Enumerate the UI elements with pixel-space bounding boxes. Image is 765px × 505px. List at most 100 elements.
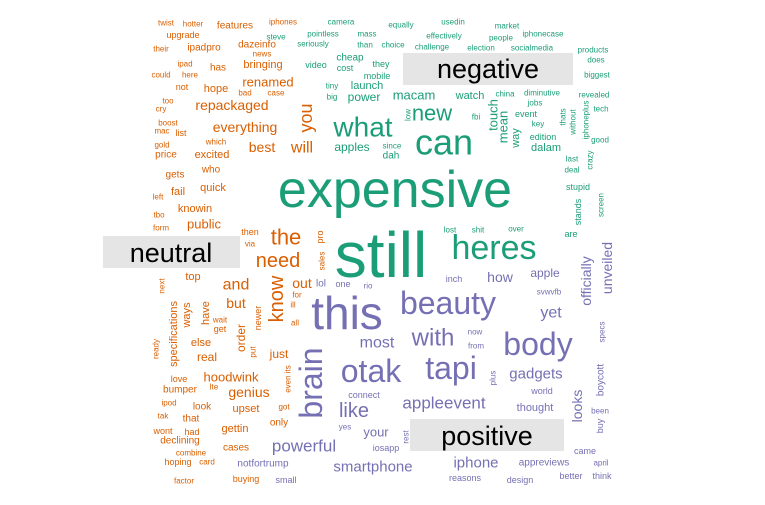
word-neutral-29: best xyxy=(249,139,276,155)
word-neutral-33: who xyxy=(201,165,221,176)
word-negative-36: china xyxy=(495,90,515,99)
word-negative-40: tech xyxy=(593,105,608,114)
word-negative-61: stands xyxy=(573,198,583,225)
word-positive-28: thought xyxy=(517,402,554,414)
word-negative-29: biggest xyxy=(584,71,611,80)
word-negative-9: market xyxy=(495,22,520,31)
word-negative-47: way xyxy=(510,128,522,149)
word-neutral-23: mac xyxy=(154,127,169,136)
word-negative-19: challenge xyxy=(415,43,450,52)
word-positive-35: powerful xyxy=(272,437,336,456)
word-negative-51: without xyxy=(569,109,578,136)
word-negative-31: launch xyxy=(351,80,383,92)
word-positive-30: been xyxy=(591,407,609,416)
word-neutral-21: repackaged xyxy=(195,97,268,113)
word-neutral-62: all xyxy=(291,319,299,328)
word-positive-2: body xyxy=(503,326,572,362)
word-positive-43: small xyxy=(275,475,296,485)
word-positive-20: from xyxy=(468,342,484,351)
word-negative-7: equally xyxy=(388,21,413,30)
word-neutral-10: has xyxy=(210,63,226,74)
word-negative-55: since xyxy=(383,142,402,151)
word-positive-13: lol xyxy=(316,279,326,290)
word-positive-39: smartphone xyxy=(333,459,412,476)
word-negative-63: lost xyxy=(444,226,457,235)
word-positive-23: plus xyxy=(489,371,498,386)
word-neutral-27: gold xyxy=(154,141,169,150)
group-label-neutral-text: neutral xyxy=(130,238,213,268)
word-neutral-65: ready xyxy=(152,339,161,359)
word-negative-4: what xyxy=(332,112,392,143)
word-positive-14: one xyxy=(335,279,350,289)
word-neutral-14: renamed xyxy=(242,75,293,90)
word-positive-12: inch xyxy=(446,274,463,284)
word-positive-4: otak xyxy=(341,353,402,389)
word-positive-0: this xyxy=(311,287,383,339)
word-positive-19: now xyxy=(468,328,483,337)
word-negative-50: thats xyxy=(559,108,568,125)
word-neutral-81: only xyxy=(270,418,288,429)
word-neutral-58: specifications xyxy=(168,300,180,367)
word-negative-30: tiny xyxy=(326,82,338,91)
word-positive-7: like xyxy=(339,400,369,422)
word-positive-32: your xyxy=(363,425,389,440)
word-negative-26: they xyxy=(372,59,390,69)
word-negative-52: iphoneplus xyxy=(582,101,591,140)
word-neutral-38: knowin xyxy=(178,203,212,215)
word-negative-25: cheap xyxy=(336,53,364,64)
word-negative-23: does xyxy=(587,56,604,65)
word-neutral-75: ipod xyxy=(161,399,176,408)
word-positive-15: rio xyxy=(364,282,373,291)
word-neutral-57: ill xyxy=(290,301,296,310)
word-neutral-28: which xyxy=(205,138,226,147)
word-neutral-72: bumper xyxy=(163,385,198,396)
word-negative-34: macam xyxy=(393,88,436,103)
word-neutral-82: wont xyxy=(152,426,173,436)
word-neutral-76: look xyxy=(193,402,212,413)
word-negative-27: cost xyxy=(337,63,354,73)
word-neutral-6: ipadpro xyxy=(187,43,221,54)
word-neutral-20: cry xyxy=(156,105,167,114)
word-negative-14: effectively xyxy=(426,32,461,41)
word-positive-8: most xyxy=(360,335,395,352)
word-neutral-22: boost xyxy=(158,119,178,128)
word-negative-41: low xyxy=(404,109,413,121)
word-neutral-18: case xyxy=(268,89,285,98)
word-positive-45: design xyxy=(507,475,534,485)
group-label-negative-text: negative xyxy=(437,54,539,84)
word-neutral-70: love xyxy=(171,374,188,384)
word-neutral-7: dazeinfo xyxy=(238,40,276,51)
word-positive-6: with xyxy=(411,325,455,352)
group-label-positive-bg xyxy=(410,419,564,451)
group-label-negative: negative xyxy=(403,53,573,85)
word-neutral-89: card xyxy=(199,458,215,467)
word-neutral-46: pro xyxy=(315,230,325,243)
word-neutral-3: iphones xyxy=(269,18,297,27)
word-neutral-78: got xyxy=(278,403,290,412)
word-positive-38: notfortrump xyxy=(237,459,289,470)
word-neutral-68: just xyxy=(269,347,289,361)
word-negative-17: than xyxy=(357,41,373,50)
word-negative-35: watch xyxy=(455,90,485,102)
word-neutral-12: could xyxy=(151,71,170,80)
word-neutral-19: too xyxy=(162,97,174,106)
word-neutral-26: you xyxy=(296,103,316,132)
word-positive-37: came xyxy=(574,446,596,456)
word-positive-34: buy xyxy=(595,418,605,433)
group-label-positive: positive xyxy=(410,419,564,451)
word-positive-17: officially xyxy=(578,256,594,306)
word-negative-22: products xyxy=(578,46,609,55)
group-label-neutral-bg xyxy=(103,236,240,268)
word-neutral-88: hoping xyxy=(164,457,191,467)
word-positive-44: reasons xyxy=(449,473,482,483)
word-neutral-85: declining xyxy=(160,436,199,447)
word-negative-39: jobs xyxy=(527,99,543,108)
word-neutral-25: everything xyxy=(213,119,278,135)
word-positive-16: svwvfb xyxy=(537,288,562,297)
word-negative-65: over xyxy=(508,225,524,234)
word-neutral-77: upset xyxy=(233,403,260,415)
word-negative-66: are xyxy=(564,229,577,239)
word-neutral-47: sales xyxy=(318,252,327,271)
word-neutral-56: for xyxy=(292,291,302,300)
